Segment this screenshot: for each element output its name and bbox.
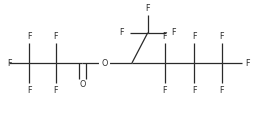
Text: F: F	[192, 86, 197, 95]
Text: O: O	[79, 80, 86, 89]
Text: F: F	[54, 32, 58, 41]
Text: F: F	[245, 59, 250, 68]
Text: F: F	[119, 28, 123, 37]
Text: F: F	[146, 4, 150, 13]
Text: O: O	[101, 59, 107, 68]
Text: F: F	[171, 28, 176, 37]
Text: F: F	[220, 32, 224, 41]
Text: F: F	[27, 86, 31, 95]
Text: F: F	[192, 32, 197, 41]
Text: F: F	[162, 32, 167, 41]
Text: F: F	[27, 32, 31, 41]
Text: F: F	[7, 59, 11, 68]
Text: F: F	[220, 86, 224, 95]
Text: F: F	[162, 86, 167, 95]
Text: F: F	[54, 86, 58, 95]
